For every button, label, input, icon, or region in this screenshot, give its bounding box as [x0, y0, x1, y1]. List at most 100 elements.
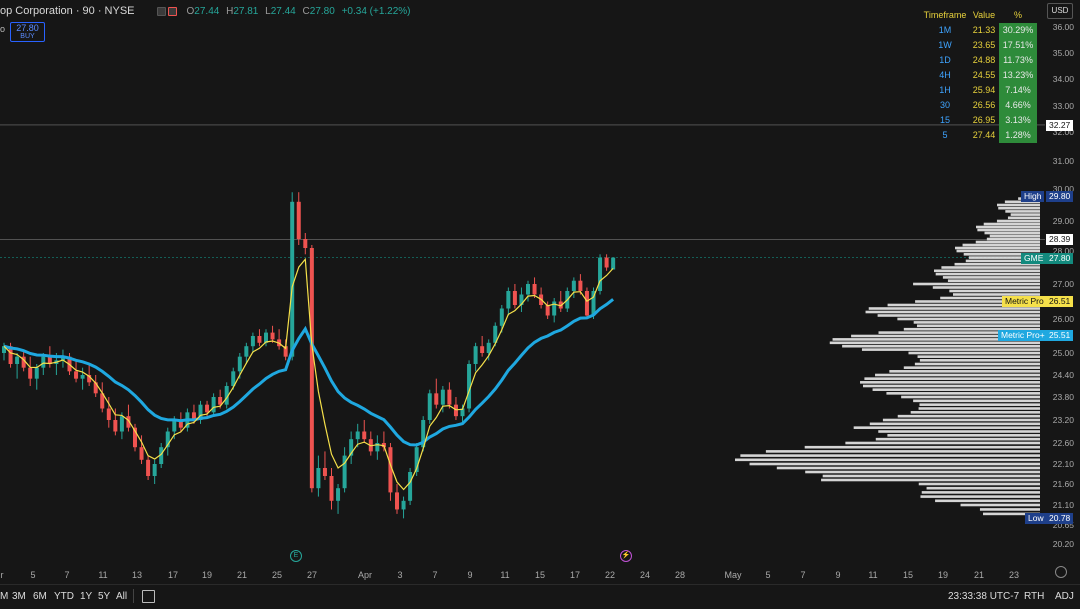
candle-body [611, 257, 616, 270]
range-button[interactable]: 1Y [80, 591, 93, 602]
volume-profile-bar [977, 228, 1040, 232]
visibility-icon[interactable] [156, 6, 166, 16]
volume-profile-bar [861, 348, 1040, 351]
volume-profile-bar [860, 381, 1040, 384]
candle-body [191, 412, 196, 420]
volume-profile-bar [913, 282, 1040, 286]
volume-profile-bar [740, 454, 1040, 457]
hline-price-tag[interactable]: 28.39 [1046, 234, 1074, 245]
price-tick: 35.00 [1052, 48, 1074, 58]
alert-icon[interactable] [167, 6, 177, 16]
time-tick: r [0, 570, 4, 580]
symbol-label: GME [1021, 253, 1047, 264]
candle-body [512, 291, 517, 305]
chart-header: op Corporation · 90 · NYSE O27.44 H27.81… [0, 3, 415, 19]
volume-profile-bar [920, 495, 1040, 498]
price-tick: 20.65 [1052, 520, 1074, 530]
candle-body [460, 408, 465, 417]
candle-body [283, 346, 288, 357]
range-button[interactable]: 3M [12, 591, 26, 602]
metric-pro-plus-label: Metric Pro+ [998, 330, 1048, 341]
bottom-toolbar: M 3M 6M YTD 1Y 5Y All 23:33:38 UTC-7 RTH… [0, 584, 1080, 609]
candle-body [60, 356, 65, 361]
clock[interactable]: 23:33:38 UTC-7 [948, 591, 1020, 602]
price-tick: 22.10 [1052, 459, 1074, 469]
candle-body [552, 301, 557, 316]
header-status-icons[interactable] [156, 6, 177, 16]
price-tick: 31.00 [1052, 156, 1074, 166]
candle-body [244, 346, 249, 357]
candle-body [250, 336, 255, 347]
candle-body [126, 416, 131, 428]
candle-body [309, 248, 314, 489]
volume-profile-bar [968, 256, 1040, 259]
volume-profile-bar [821, 478, 1040, 482]
range-button[interactable]: YTD [54, 591, 74, 602]
volume-profile-bar [913, 399, 1040, 403]
volume-profile-bar [1010, 213, 1040, 216]
candle-body [545, 305, 550, 316]
volume-profile-bar [914, 362, 1040, 366]
timeframe-row: 15 26.95 3.13% [921, 113, 1041, 128]
volume-profile-bar [910, 411, 1040, 414]
candle-body [591, 291, 596, 316]
candle-body [440, 389, 445, 405]
timeframe-row: 1M 21.33 30.29% [921, 23, 1041, 38]
buy-button[interactable]: 27.80 BUY [10, 22, 45, 42]
time-tick: 7 [432, 570, 438, 580]
range-button[interactable]: 6M [33, 591, 47, 602]
volume-profile-bar [735, 458, 1040, 462]
settings-icon[interactable] [1055, 566, 1067, 578]
session-button[interactable]: RTH [1024, 591, 1045, 602]
volume-profile-bar [853, 426, 1040, 429]
dividend-icon[interactable]: ⚡ [620, 550, 632, 562]
volume-profile-bar [842, 344, 1040, 348]
volume-profile-bar [919, 403, 1040, 406]
candle-body [106, 408, 111, 420]
price-tick: 23.80 [1052, 392, 1074, 402]
currency-button[interactable]: USD [1047, 3, 1073, 19]
range-button[interactable]: All [116, 591, 128, 602]
date-range-icon[interactable] [142, 590, 155, 603]
price-tick: 23.20 [1052, 415, 1074, 425]
volume-profile-bar [889, 370, 1040, 373]
metric-pro-label: Metric Pro [1002, 296, 1047, 307]
candle-body [87, 375, 92, 383]
price-chart[interactable] [0, 0, 1080, 584]
candle-body [152, 464, 157, 476]
candle-body [493, 325, 498, 343]
candle-body [526, 284, 530, 295]
candle-body [303, 239, 308, 248]
timeframe-row: 1W 23.65 17.51% [921, 38, 1041, 53]
volume-profile-bar [919, 359, 1040, 362]
candle-body [447, 389, 452, 405]
volume-profile-bar [868, 307, 1040, 310]
volume-profile-bar [765, 450, 1040, 453]
volume-profile-bar [941, 266, 1040, 269]
price-tick: 36.00 [1052, 22, 1074, 32]
time-tick: 21 [236, 570, 248, 580]
volume-profile-bar [887, 434, 1040, 437]
ohlc-readout: O27.44 H27.81 L27.44 C27.80 +0.34 (+1.22… [186, 5, 411, 17]
hline-price-tag[interactable]: 32.27 [1046, 120, 1074, 131]
price-tick: 29.00 [1052, 216, 1074, 226]
divider [133, 589, 134, 603]
volume-profile-bar [878, 331, 1040, 334]
earnings-icon[interactable]: E [290, 550, 302, 562]
range-button[interactable]: 5Y [98, 591, 111, 602]
price-tick: 24.40 [1052, 370, 1074, 380]
candle-body [41, 356, 46, 368]
symbol-title[interactable]: op Corporation · 90 · NYSE [0, 5, 135, 17]
time-tick: 21 [973, 570, 985, 580]
time-tick: 28 [674, 570, 686, 580]
candle-body [237, 356, 242, 372]
range-button[interactable]: M [0, 591, 9, 602]
timeframe-row: 1D 24.88 11.73% [921, 53, 1041, 68]
volume-profile-bar [916, 324, 1040, 328]
candle-body [558, 301, 563, 309]
volume-profile-bar [983, 222, 1040, 226]
volume-profile-bar [956, 249, 1040, 253]
volume-profile-bar [829, 341, 1040, 345]
volume-profile-bar [776, 466, 1040, 470]
adj-button[interactable]: ADJ [1055, 591, 1074, 602]
